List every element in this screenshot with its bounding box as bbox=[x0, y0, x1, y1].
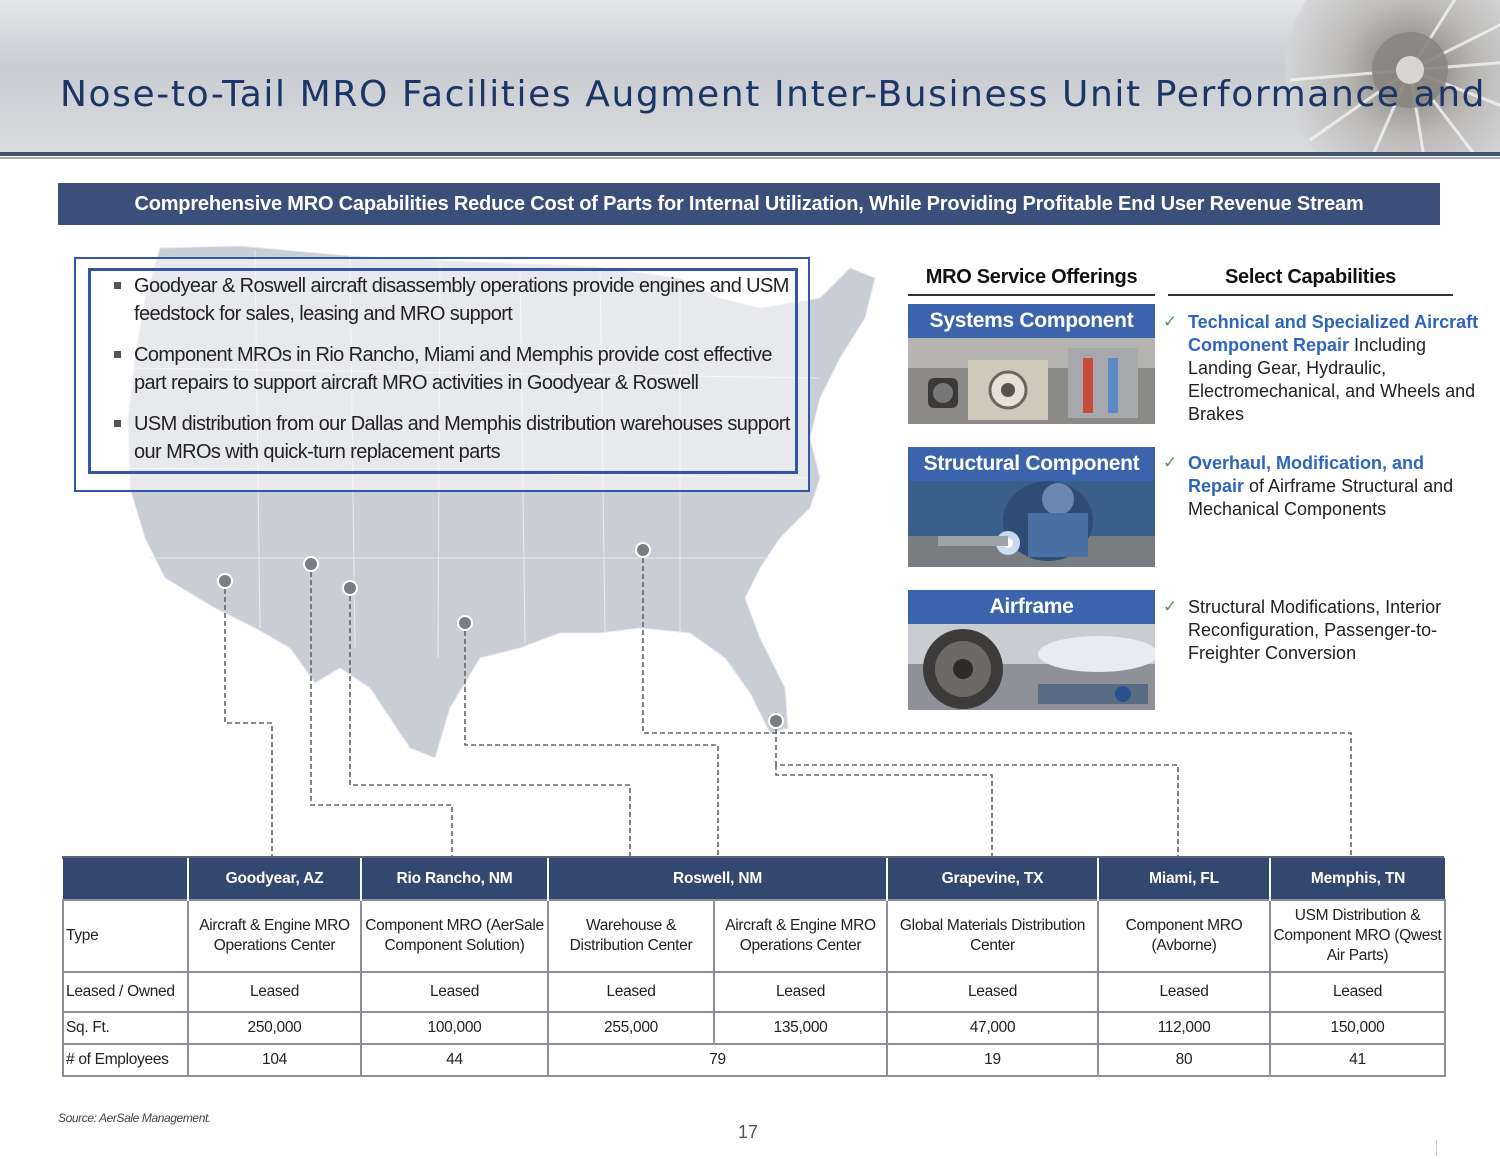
page-number: 17 bbox=[738, 1122, 759, 1142]
table-cell: 44 bbox=[360, 1043, 549, 1077]
table-cell: Leased bbox=[187, 971, 362, 1013]
bullet-square-icon bbox=[114, 351, 121, 358]
table-cell: 104 bbox=[187, 1043, 362, 1077]
key-points-list: Goodyear & Roswell aircraft disassembly … bbox=[112, 272, 802, 479]
table-header-cell: Roswell, NM bbox=[547, 858, 887, 900]
table-top-rule bbox=[62, 856, 1444, 859]
table-header-cell bbox=[63, 858, 188, 900]
row-label: Sq. Ft. bbox=[62, 1011, 189, 1045]
table-header-cell: Memphis, TN bbox=[1269, 858, 1445, 900]
table-cell: Leased bbox=[886, 971, 1099, 1013]
table-cell: 135,000 bbox=[713, 1011, 888, 1045]
capability-text: of Airframe Structural and Mechanical Co… bbox=[1188, 476, 1454, 519]
list-item: Component MROs in Rio Rancho, Miami and … bbox=[112, 341, 802, 397]
bullet-text: USM distribution from our Dallas and Mem… bbox=[134, 413, 790, 463]
bullet-square-icon bbox=[114, 420, 121, 427]
corner-divider bbox=[1436, 1140, 1437, 1156]
key-points-box bbox=[74, 257, 810, 492]
table-row: Sq. Ft. 250,000 100,000 255,000 135,000 … bbox=[62, 1011, 1446, 1045]
table-row: Leased / Owned Leased Leased Leased Leas… bbox=[62, 971, 1446, 1013]
table-cell: 79 bbox=[547, 1043, 888, 1077]
table-header-cell: Grapevine, TX bbox=[886, 858, 1098, 900]
checkmark-icon: ✓ bbox=[1163, 453, 1178, 472]
table-cell: 80 bbox=[1097, 1043, 1271, 1077]
list-item: USM distribution from our Dallas and Mem… bbox=[112, 410, 802, 466]
capability-item: ✓ Structural Modifications, Interior Rec… bbox=[1163, 596, 1483, 665]
bullet-text: Component MROs in Rio Rancho, Miami and … bbox=[134, 344, 773, 394]
service-offerings-heading: MRO Service Offerings bbox=[925, 266, 1138, 288]
table-cell: 112,000 bbox=[1097, 1011, 1271, 1045]
heading-rule bbox=[908, 294, 1155, 296]
capability-item: ✓ Technical and Specialized Aircraft Com… bbox=[1163, 311, 1483, 426]
service-label: Airframe bbox=[908, 590, 1155, 624]
table-header-row: Goodyear, AZ Rio Rancho, NM Roswell, NM … bbox=[63, 858, 1445, 900]
capability-text: Including Landing Gear, Hydraulic, Elect… bbox=[1188, 335, 1476, 424]
table-cell: 100,000 bbox=[360, 1011, 549, 1045]
list-item: Goodyear & Roswell aircraft disassembly … bbox=[112, 272, 802, 328]
table-cell: Leased bbox=[1097, 971, 1271, 1013]
table-row: # of Employees 104 44 79 19 80 41 bbox=[62, 1043, 1446, 1077]
page-title: Nose-to-Tail MRO Facilities Augment Inte… bbox=[60, 74, 1500, 115]
table-cell: Component MRO (AerSale Component Solutio… bbox=[360, 899, 549, 973]
service-card-systems: Systems Component bbox=[908, 304, 1155, 429]
bullet-square-icon bbox=[114, 282, 121, 289]
capabilities-heading: Select Capabilities bbox=[1224, 266, 1397, 288]
slide-header: Nose-to-Tail MRO Facilities Augment Inte… bbox=[0, 0, 1500, 152]
header-divider-thin bbox=[0, 157, 1500, 159]
checkmark-icon: ✓ bbox=[1163, 597, 1178, 616]
table-cell: Global Materials Distribution Center bbox=[886, 899, 1099, 973]
key-points-box-inner bbox=[88, 268, 798, 474]
table-cell: 250,000 bbox=[187, 1011, 362, 1045]
header-divider bbox=[0, 152, 1500, 156]
table-cell: Warehouse & Distribution Center bbox=[547, 899, 715, 973]
service-card-airframe: Airframe bbox=[908, 590, 1158, 715]
row-label: Leased / Owned bbox=[62, 971, 189, 1013]
capability-text: Structural Modifications, Interior Recon… bbox=[1188, 597, 1442, 663]
structural-component-photo bbox=[908, 481, 1155, 567]
service-label: Systems Component bbox=[908, 304, 1155, 338]
table-cell: Leased bbox=[713, 971, 888, 1013]
summary-banner: Comprehensive MRO Capabilities Reduce Co… bbox=[58, 183, 1440, 225]
heading-rule bbox=[1168, 294, 1453, 296]
airframe-photo bbox=[908, 624, 1158, 710]
bullet-text: Goodyear & Roswell aircraft disassembly … bbox=[134, 275, 789, 325]
table-header-cell: Miami, FL bbox=[1097, 858, 1270, 900]
source-note: Source: AerSale Management. bbox=[58, 1111, 211, 1125]
table-cell: USM Distribution & Component MRO (Qwest … bbox=[1269, 899, 1446, 973]
row-label: Type bbox=[62, 899, 189, 973]
table-cell: Leased bbox=[360, 971, 549, 1013]
checkmark-icon: ✓ bbox=[1163, 312, 1178, 331]
table-cell: Component MRO (Avborne) bbox=[1097, 899, 1271, 973]
jet-engine-fan-icon bbox=[1285, 0, 1500, 152]
table-cell: Aircraft & Engine MRO Operations Center bbox=[187, 899, 362, 973]
table-cell: 150,000 bbox=[1269, 1011, 1446, 1045]
table-header-cell: Goodyear, AZ bbox=[187, 858, 361, 900]
service-label: Structural Component bbox=[908, 447, 1155, 481]
capability-item: ✓ Overhaul, Modification, and Repair of … bbox=[1163, 452, 1483, 521]
table-row: Type Aircraft & Engine MRO Operations Ce… bbox=[62, 899, 1446, 973]
row-label: # of Employees bbox=[62, 1043, 189, 1077]
table-header-cell: Rio Rancho, NM bbox=[360, 858, 548, 900]
table-cell: 47,000 bbox=[886, 1011, 1099, 1045]
table-cell: Leased bbox=[547, 971, 715, 1013]
facilities-table: Goodyear, AZ Rio Rancho, NM Roswell, NM … bbox=[62, 858, 1446, 1077]
table-cell: 19 bbox=[886, 1043, 1099, 1077]
table-cell: 41 bbox=[1269, 1043, 1446, 1077]
capability-highlight: Overhaul, Modification, and Repair bbox=[1188, 453, 1425, 496]
service-card-structural: Structural Component bbox=[908, 447, 1155, 572]
table-cell: Aircraft & Engine MRO Operations Center bbox=[713, 899, 888, 973]
capability-highlight: Technical and Specialized Aircraft Compo… bbox=[1188, 312, 1479, 355]
table-cell: 255,000 bbox=[547, 1011, 715, 1045]
table-cell: Leased bbox=[1269, 971, 1446, 1013]
systems-component-photo bbox=[908, 338, 1155, 424]
